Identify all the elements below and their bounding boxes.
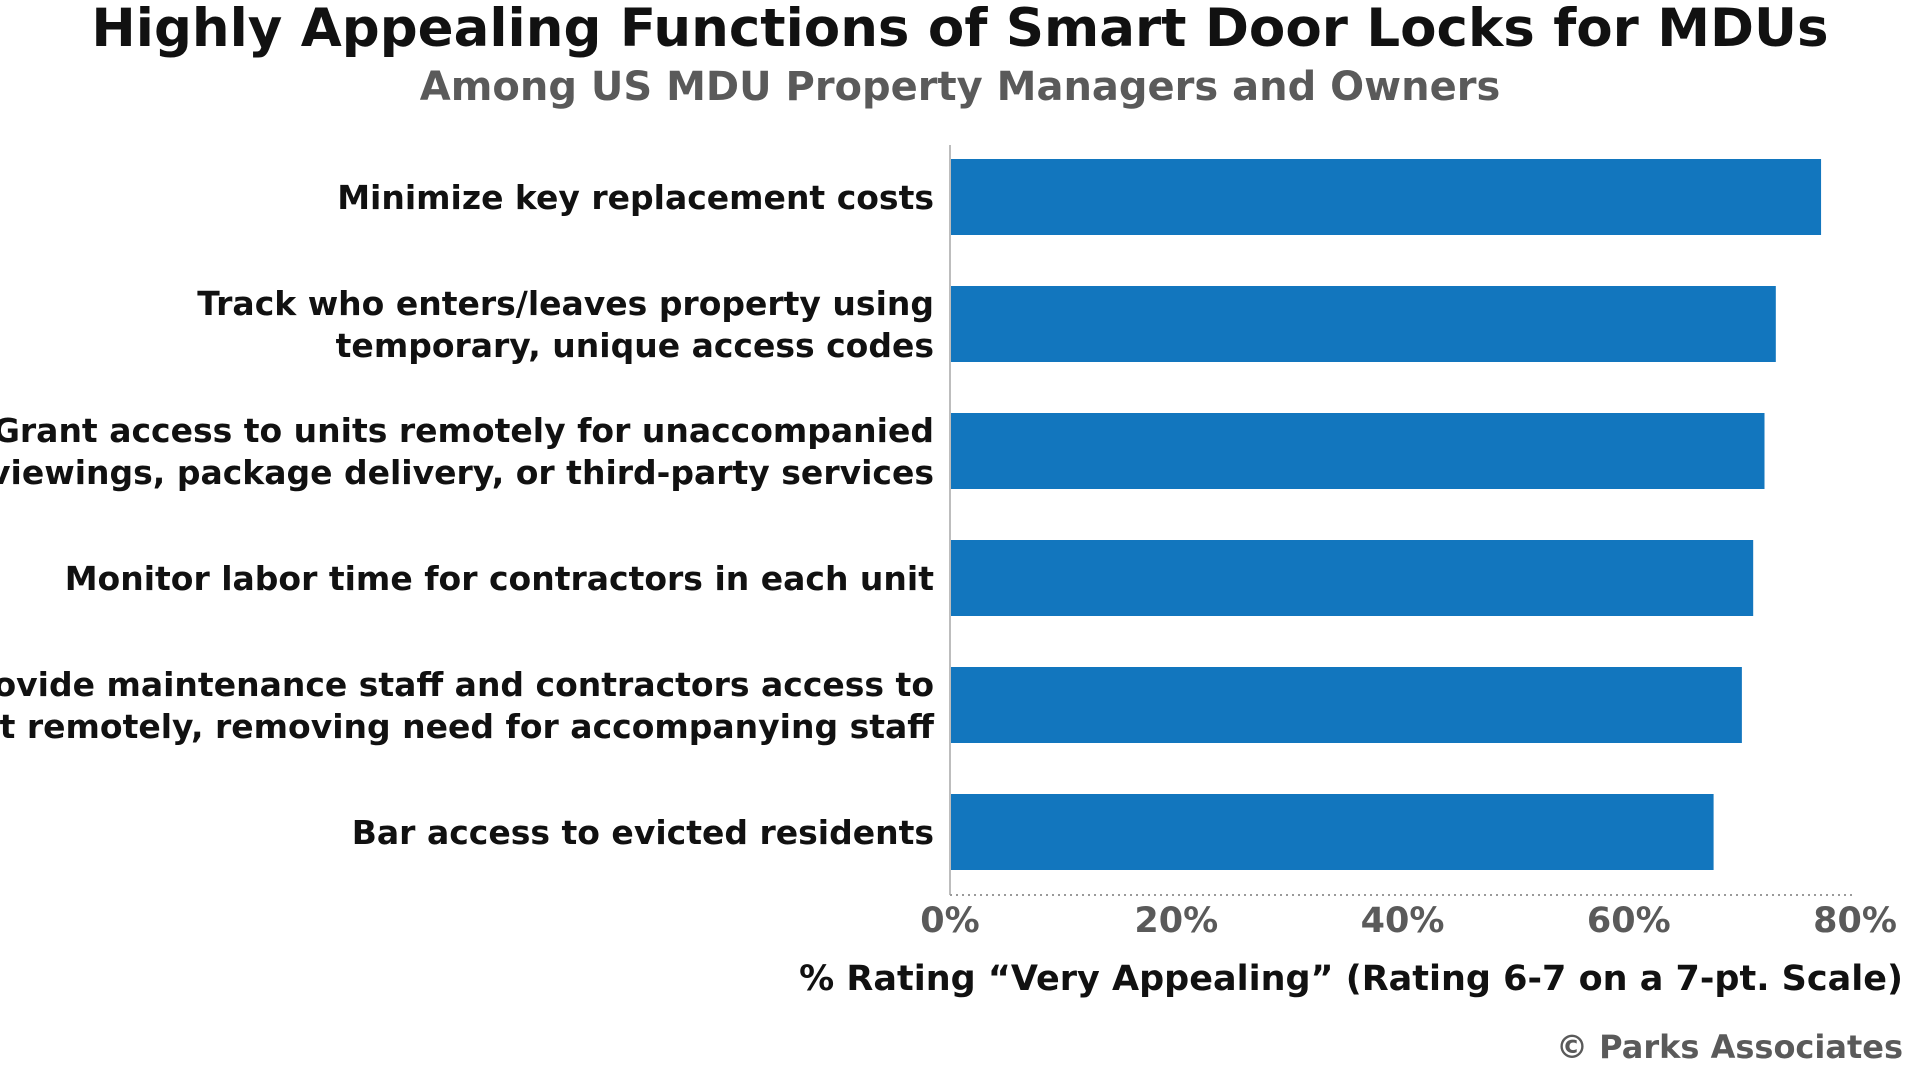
category-label-4-line-1: Monitor labor time for contractors in ea… — [65, 559, 935, 598]
category-label-2-line-1: Track who enters/leaves property using — [197, 284, 934, 323]
category-label-2-line-2: temporary, unique access codes — [336, 326, 934, 365]
category-label-5-line-1: Provide maintenance staff and contractor… — [0, 665, 934, 704]
bar-5 — [950, 667, 1742, 743]
category-label-3-line-1: Grant access to units remotely for unacc… — [0, 411, 934, 450]
x-tick-label-4: 60% — [1587, 901, 1671, 941]
x-tick-label-3: 40% — [1361, 901, 1445, 941]
bar-6 — [950, 794, 1714, 870]
x-axis-title: % Rating “Very Appealing” (Rating 6-7 on… — [799, 959, 1903, 999]
category-label-3-line-2: viewings, package delivery, or third-par… — [0, 453, 934, 492]
bar-4 — [950, 540, 1754, 616]
bar-1 — [950, 159, 1822, 235]
category-label-6-line-1: Bar access to evicted residents — [352, 813, 934, 852]
x-tick-label-5: 80% — [1813, 901, 1897, 941]
copyright-credit: © Parks Associates — [1556, 1028, 1903, 1066]
bar-3 — [950, 413, 1765, 489]
category-label-1-line-1: Minimize key replacement costs — [337, 178, 934, 217]
x-tick-labels: 0% 20% 40% 60% 80% — [920, 901, 1897, 941]
chart-subtitle: Among US MDU Property Managers and Owner… — [420, 64, 1501, 110]
bars-group — [950, 159, 1822, 870]
x-tick-label-2: 20% — [1134, 901, 1218, 941]
bar-2 — [950, 286, 1776, 362]
category-label-5-line-2: unit remotely, removing need for accompa… — [0, 707, 935, 746]
x-tick-label-1: 0% — [920, 901, 979, 941]
chart-title: Highly Appealing Functions of Smart Door… — [91, 0, 1828, 59]
category-labels: Minimize key replacement costs Track who … — [0, 178, 935, 852]
